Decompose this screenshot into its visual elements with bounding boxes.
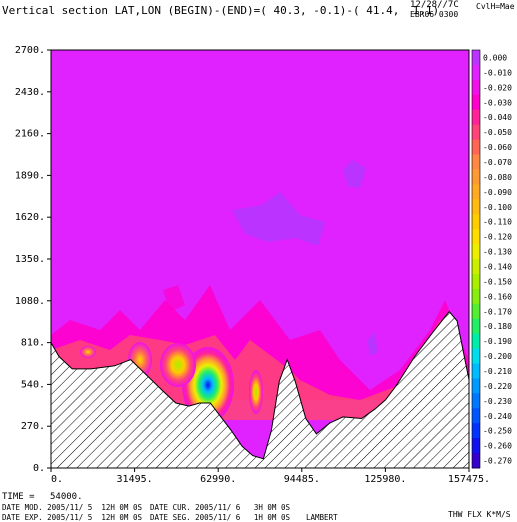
colorbar-swatch xyxy=(472,64,480,81)
date-seg: DATE SEG. 2005/11/ 6 1H 0M 0S xyxy=(150,513,290,522)
x-tick-label: 94485. xyxy=(284,474,320,485)
x-tick-label: 0. xyxy=(51,474,63,485)
y-tick-label: 1080. xyxy=(15,296,45,307)
colorbar-label: -0.240 xyxy=(483,412,512,421)
colorbar: 0.000 -0.010 -0.020 -0.030 -0.040 -0.050 -0.06… xyxy=(471,49,512,469)
colorbar-label: -0.150 xyxy=(483,277,512,286)
colorbar-label: -0.130 xyxy=(483,248,512,257)
y-tick-label: 270. xyxy=(21,421,45,432)
colorbar-frame xyxy=(471,49,481,469)
colorbar-swatch xyxy=(472,333,480,350)
colorbar-label: -0.010 xyxy=(483,68,512,77)
colorbar-label: -0.020 xyxy=(483,83,512,92)
colorbar-swatch xyxy=(472,393,480,409)
y-tick-label: 2160. xyxy=(15,129,45,140)
colorbar-swatch xyxy=(472,139,480,155)
colorbar-label: -0.270 xyxy=(483,457,512,466)
colorbar-swatch xyxy=(472,438,480,454)
colorbar-swatch xyxy=(472,199,480,215)
colorbar-label: -0.180 xyxy=(483,322,512,331)
y-tick-label: 0. xyxy=(33,463,45,474)
colorbar-swatch xyxy=(472,124,480,141)
colorbar-swatch xyxy=(472,109,480,126)
colorbar-label: -0.050 xyxy=(483,128,512,137)
x-tick-label: 31495. xyxy=(117,474,153,485)
colorbar-label: -0.110 xyxy=(483,218,512,227)
colorbar-swatch xyxy=(472,184,480,200)
colorbar-label: -0.250 xyxy=(483,427,512,436)
flux-max-blob-5 xyxy=(249,370,263,414)
date-exp: DATE EXP. 2005/11/ 5 12H 0M 0S xyxy=(2,513,142,522)
terrain-hatch xyxy=(51,310,469,468)
chart-title: Vertical section LAT,LON (BEGIN)-(END)=(… xyxy=(2,4,440,17)
colorbar-swatch xyxy=(472,50,480,66)
projection: LAMBERT xyxy=(306,513,338,522)
colorbar-label: -0.220 xyxy=(483,382,512,391)
colorbar-swatch xyxy=(472,169,480,185)
colorbar-label: -0.060 xyxy=(483,143,512,152)
upper-cell-1 xyxy=(232,192,325,246)
colorbar-swatch xyxy=(472,229,480,245)
colorbar-swatch xyxy=(472,94,480,111)
y-tick-label: 1350. xyxy=(15,254,45,265)
upper-cell-2 xyxy=(343,160,366,188)
colorbar-label: -0.070 xyxy=(483,158,512,167)
colorbar-swatch xyxy=(472,303,480,320)
colorbar-label: -0.190 xyxy=(483,337,512,346)
date-mod: DATE MOD. 2005/11/ 5 12H 0M 0S xyxy=(2,503,142,512)
colorbar-label: -0.160 xyxy=(483,292,512,301)
header-cvunit: CvlH=Mae xyxy=(476,2,515,11)
upper-cell-4 xyxy=(163,285,185,312)
colorbar-swatch xyxy=(472,408,480,424)
colorbar-label: -0.030 xyxy=(483,98,512,107)
y-tick-label: 540. xyxy=(21,379,45,390)
colorbar-label: -0.210 xyxy=(483,367,512,376)
colorbar-swatch xyxy=(472,423,480,439)
colorbar-swatch xyxy=(472,363,480,379)
colorbar-label: -0.090 xyxy=(483,188,512,197)
x-tick-label: 125980. xyxy=(364,474,406,485)
y-tick-label: 2430. xyxy=(15,87,45,98)
colorbar-label: -0.230 xyxy=(483,397,512,406)
header-code: EBR06 0300 xyxy=(410,10,459,19)
colorbar-label: -0.170 xyxy=(483,307,512,316)
colorbar-swatch xyxy=(472,214,480,230)
upper-cell-3 xyxy=(367,332,378,356)
colorbar-label: -0.260 xyxy=(483,442,512,451)
y-tick-label: 2700. xyxy=(15,45,45,56)
colorbar-swatch xyxy=(472,318,480,335)
colorbar-swatch xyxy=(472,288,480,305)
time-label: TIME = xyxy=(2,492,35,502)
colorbar-swatch xyxy=(472,244,480,260)
flux-max-blob-2 xyxy=(160,343,196,387)
x-axis: 0. 31495. 62990. 94485. 125980. 157475. xyxy=(50,468,490,485)
colorbar-swatch xyxy=(472,154,480,170)
flux-max-blob-4 xyxy=(80,346,96,358)
colorbar-swatch xyxy=(472,348,480,364)
colorbar-swatch xyxy=(472,259,480,275)
colorbar-label: -0.100 xyxy=(483,203,512,212)
colorbar-swatch xyxy=(472,453,480,469)
y-tick-label: 1890. xyxy=(15,170,45,181)
x-tick-label: 157475. xyxy=(448,474,490,485)
colorbar-label: -0.040 xyxy=(483,113,512,122)
header-date: 12/28//7C xyxy=(410,0,459,10)
field-units: THW FLX K*M/S xyxy=(448,510,511,519)
colorbar-label: -0.140 xyxy=(483,263,512,272)
colorbar-label: -0.080 xyxy=(483,173,512,182)
y-tick-label: 810. xyxy=(21,338,45,349)
colorbar-swatch xyxy=(472,378,480,394)
colorbar-swatch xyxy=(472,273,480,290)
date-cur: DATE CUR. 2005/11/ 6 3H 0M 0S xyxy=(150,503,290,512)
colorbar-label: -0.120 xyxy=(483,233,512,242)
y-axis: 0. 270. 540. 810. 1080. 1350. 1620. 1890. 2160. 2… xyxy=(15,45,51,474)
colorbar-label: -0.200 xyxy=(483,352,512,361)
colorbar-swatch xyxy=(472,79,480,96)
time-value: 54000. xyxy=(50,492,83,502)
x-tick-label: 62990. xyxy=(200,474,236,485)
y-tick-label: 1620. xyxy=(15,212,45,223)
colorbar-label: 0.000 xyxy=(483,54,507,63)
